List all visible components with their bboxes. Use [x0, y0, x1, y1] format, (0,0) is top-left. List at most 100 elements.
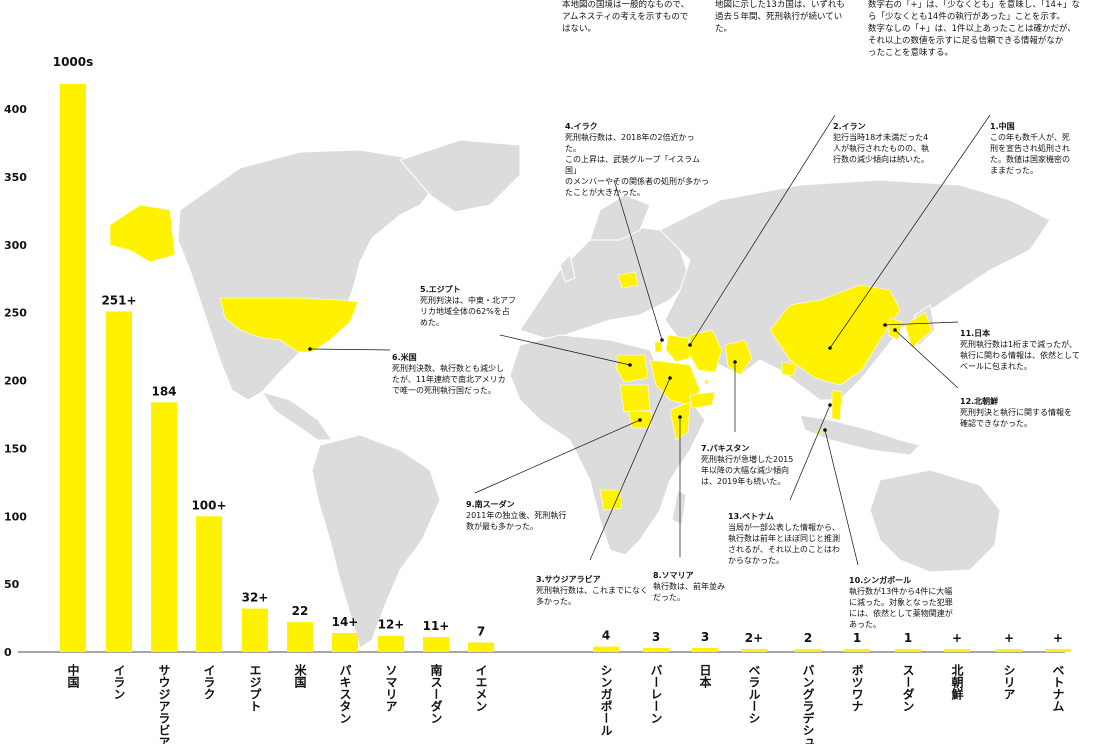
- leader-line: [689, 114, 836, 346]
- leader-line: [789, 404, 831, 501]
- leader-lines: [308, 114, 991, 566]
- label-body: 死刑執行が急増した2015 年以降の大幅な減少傾向 は、2019年も続いた。: [701, 455, 794, 486]
- vietnam-shape: [831, 389, 843, 421]
- label-body: 死刑判決数、執行数とも減少し たが、11年連続で南北アメリカ で唯一の死刑執行国…: [392, 364, 506, 395]
- value-label: 11+: [423, 619, 450, 633]
- y-axis: 0 50 100 150 200 250 300 350 400: [4, 103, 1065, 659]
- x-category-label: 中国: [66, 663, 80, 689]
- x-category-label: 日本: [698, 664, 712, 689]
- x-category-label: イラン: [112, 664, 126, 700]
- leader-dot: [638, 418, 642, 422]
- value-label: 251+: [101, 293, 136, 307]
- alaska-shape: [109, 204, 176, 263]
- label-egypt: 5.エジプト 死刑判決は、中東・北アフ リカ地域全体の62%を占 めた。: [420, 273, 540, 328]
- bar: [60, 82, 86, 652]
- value-label: +: [1053, 631, 1063, 645]
- label-body: 執行数が13件から4件に大幅 に減った。対象となった犯罪 には、依然として薬物関…: [849, 587, 953, 629]
- bar: [468, 642, 494, 652]
- label-japan: 11.日本死刑執行数は1桁まで減ったが、 執行に関わる情報は、依然として ベール…: [960, 317, 1095, 372]
- label-body: 死刑執行数は、2018年の2倍近かった。 この上昇は、武装グループ「イスラム国」…: [565, 133, 709, 197]
- value-label: 4: [602, 629, 610, 643]
- botswana-shape: [599, 489, 623, 511]
- y-tick-label: 400: [4, 103, 27, 116]
- value-label: +: [952, 631, 962, 645]
- label-somalia: 8.ソマリア 執行数は、前年並み だった。: [653, 559, 743, 603]
- japan-shape: [904, 311, 933, 349]
- leader-line: [829, 114, 991, 349]
- y-tick-label: 300: [4, 239, 27, 252]
- leader-dot: [893, 328, 897, 332]
- y-tick-label: 250: [4, 307, 27, 320]
- bar-break-stripe: [60, 76, 86, 78]
- value-label: 7: [477, 625, 485, 639]
- egypt-shape: [615, 354, 649, 383]
- x-category-label: ボツワナ: [850, 664, 864, 712]
- china-shape: [769, 284, 901, 386]
- plus-sign-note: 数字右の「+」は、「少なくとも」を意味し、「14+」な ら「少なくとも14件の執…: [868, 0, 1081, 58]
- sudan-shape: [619, 384, 651, 413]
- leader-dot: [660, 338, 664, 342]
- value-label: 32+: [242, 591, 269, 605]
- leader-line: [824, 429, 859, 566]
- y-tick-label: 50: [4, 578, 20, 591]
- x-category-label: エジプト: [248, 664, 262, 712]
- bar-break-stripe: [60, 82, 86, 84]
- land-mass: [509, 334, 706, 556]
- label-singapore: 10.シンガポール執行数が13件から4件に大幅 に減った。対象となった犯罪 には…: [849, 564, 969, 630]
- value-label: 2: [804, 631, 812, 645]
- land-mass: [799, 414, 921, 456]
- label-south-sudan: 9.南スーダン 2011年の独立後、死刑執行 数が最も多かった。: [466, 488, 586, 532]
- label-title: 1.中国: [990, 122, 1015, 131]
- bar: [1045, 649, 1071, 652]
- label-title: 12.北朝鮮: [960, 397, 999, 406]
- label-north-korea: 12.北朝鮮死刑判決と執行に関する情報を 確認できなかった。: [960, 385, 1095, 429]
- y-tick-label: 200: [4, 375, 27, 388]
- leader-dot: [828, 403, 832, 407]
- y-tick-label: 0: [4, 646, 12, 659]
- bars: [60, 76, 1071, 652]
- leader-dot: [823, 428, 827, 432]
- value-label: 1: [904, 631, 912, 645]
- bar: [741, 649, 767, 652]
- bar: [643, 647, 669, 652]
- label-title: 10.シンガポール: [849, 576, 912, 585]
- leader-dot: [733, 360, 737, 364]
- leader-line: [309, 348, 391, 351]
- land-mass: [559, 253, 576, 283]
- x-category-label: ベトナム: [1051, 664, 1065, 712]
- value-label: 22: [292, 604, 309, 618]
- label-body: 死刑判決は、中東・北アフ リカ地域全体の62%を占 めた。: [420, 296, 516, 327]
- iraq-shape: [665, 334, 691, 363]
- x-category-label: サウジアラビア: [157, 664, 171, 744]
- label-pakistan: 7.パキスタン死刑執行が急増した2015 年以降の大幅な減少傾向 は、2019年…: [701, 432, 811, 487]
- pakistan-shape: [724, 339, 753, 376]
- label-title: 11.日本: [960, 329, 991, 338]
- label-body: 死刑判決と執行に関する情報を 確認できなかった。: [960, 408, 1072, 428]
- value-label: 14+: [332, 615, 359, 629]
- label-title: 6.米国: [392, 353, 417, 362]
- leader-line: [589, 377, 671, 561]
- label-body: 死刑執行数は、これまでになく 多かった。: [536, 586, 648, 606]
- label-title: 8.ソマリア: [653, 571, 694, 580]
- bar: [895, 649, 921, 652]
- bar: [196, 516, 222, 652]
- bar: [692, 647, 718, 652]
- value-label: 184: [151, 384, 176, 398]
- bar: [378, 635, 404, 652]
- label-title: 7.パキスタン: [701, 444, 750, 453]
- belarus-shape: [617, 271, 639, 289]
- label-title: 2.イラン: [833, 122, 866, 131]
- value-label: 3: [701, 630, 709, 644]
- label-body: 死刑執行数は1桁まで減ったが、 執行に関わる情報は、依然として ベールに包まれた…: [960, 340, 1080, 371]
- bar: [151, 402, 177, 652]
- land-mass: [519, 224, 691, 341]
- leader-line: [894, 329, 959, 389]
- x-category-label: バングラデシュ: [801, 664, 815, 744]
- y-tick-label: 150: [4, 442, 27, 455]
- value-label: 2+: [745, 631, 763, 645]
- land-mass: [311, 434, 441, 649]
- x-category-label: イエメン: [474, 664, 488, 712]
- land-mass: [869, 469, 1001, 573]
- leader-dot: [883, 323, 887, 327]
